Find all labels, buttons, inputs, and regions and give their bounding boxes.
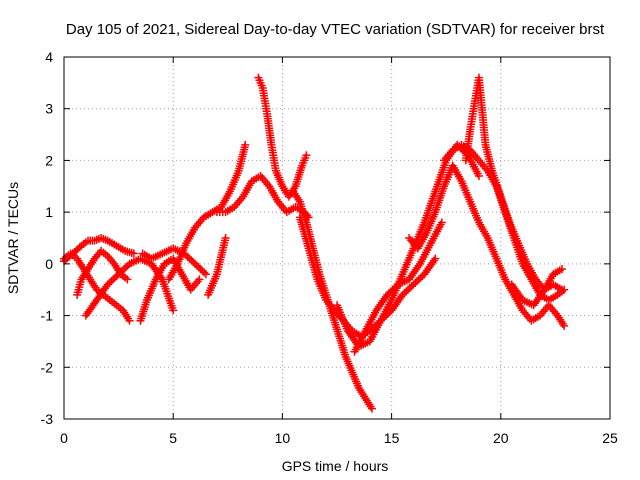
data-point (105, 278, 114, 287)
series-arc-2 (60, 234, 138, 266)
y-tick-label: -2 (41, 359, 54, 375)
data-point (200, 268, 209, 277)
data-point (560, 321, 569, 330)
data-point (123, 275, 132, 284)
series-arc-9 (204, 234, 230, 299)
data-point (112, 271, 121, 280)
x-tick-label: 0 (60, 430, 68, 446)
data-point (388, 285, 397, 294)
x-tick-label: 15 (384, 430, 400, 446)
series-arc-5 (136, 254, 204, 325)
data-point (107, 277, 116, 286)
y-tick-label: 0 (45, 256, 53, 272)
y-tick-label: -1 (41, 308, 54, 324)
y-tick-label: -3 (41, 411, 54, 427)
data-point (383, 290, 392, 299)
data-point (557, 265, 566, 274)
series-arc-17 (461, 73, 566, 294)
data-point (557, 285, 566, 294)
data-point (118, 266, 127, 275)
data-point (187, 256, 196, 265)
data-series (60, 73, 569, 413)
plot-frame (63, 56, 611, 420)
data-point (185, 254, 194, 263)
data-point (437, 218, 446, 227)
y-tick-label: 3 (45, 101, 53, 117)
data-point (183, 252, 192, 261)
data-point (194, 263, 203, 272)
data-point (201, 270, 210, 279)
data-point (103, 280, 112, 289)
grid-lines (64, 57, 610, 419)
data-point (400, 289, 409, 298)
series-arc-10 (254, 73, 311, 201)
x-tick-label: 5 (169, 430, 177, 446)
data-point (189, 258, 198, 267)
data-point (129, 249, 138, 258)
data-point (411, 278, 420, 287)
y-tick-label: 1 (45, 204, 53, 220)
data-point (120, 265, 129, 274)
x-tick-label: 25 (602, 430, 618, 446)
data-point (116, 268, 125, 277)
data-point (114, 270, 123, 279)
y-tick-label: 4 (45, 49, 53, 65)
data-point (367, 404, 376, 413)
data-point (390, 283, 399, 292)
data-point (414, 275, 423, 284)
axis-ticks (63, 56, 611, 420)
data-point (407, 282, 416, 291)
data-point (191, 259, 200, 268)
data-point (405, 283, 414, 292)
data-point (409, 280, 418, 289)
tick-labels: 0 5 10 15 20 25 -3 -2 -1 0 1 2 3 4 (41, 49, 618, 446)
data-point (192, 261, 201, 270)
data-point (386, 287, 395, 296)
y-tick-label: 2 (45, 152, 53, 168)
data-point (385, 289, 394, 298)
series-arc-18 (507, 265, 566, 310)
data-point (402, 287, 411, 296)
data-point (474, 171, 483, 180)
data-point (398, 290, 407, 299)
data-point (392, 282, 401, 291)
data-point (241, 140, 250, 149)
data-point (413, 277, 422, 286)
series-arc-14 (350, 218, 446, 356)
data-point (169, 306, 178, 315)
x-tick-label: 20 (493, 430, 509, 446)
data-point (302, 151, 311, 160)
data-point (121, 263, 130, 272)
data-point (198, 266, 207, 275)
chart-title: Day 105 of 2021, Sidereal Day-to-day VTE… (66, 21, 605, 38)
x-tick-label: 10 (275, 430, 291, 446)
data-point (403, 285, 412, 294)
data-point (123, 261, 132, 270)
data-point (109, 275, 118, 284)
data-point (431, 254, 440, 263)
data-point (195, 275, 204, 284)
data-point (110, 273, 119, 282)
data-point (221, 234, 230, 242)
data-point (196, 265, 205, 274)
data-point (416, 273, 425, 282)
data-point (125, 316, 134, 325)
series-arc-15 (405, 161, 569, 330)
y-axis-label: SDTVAR / TECUs (5, 182, 21, 294)
x-axis-label: GPS time / hours (282, 458, 389, 474)
